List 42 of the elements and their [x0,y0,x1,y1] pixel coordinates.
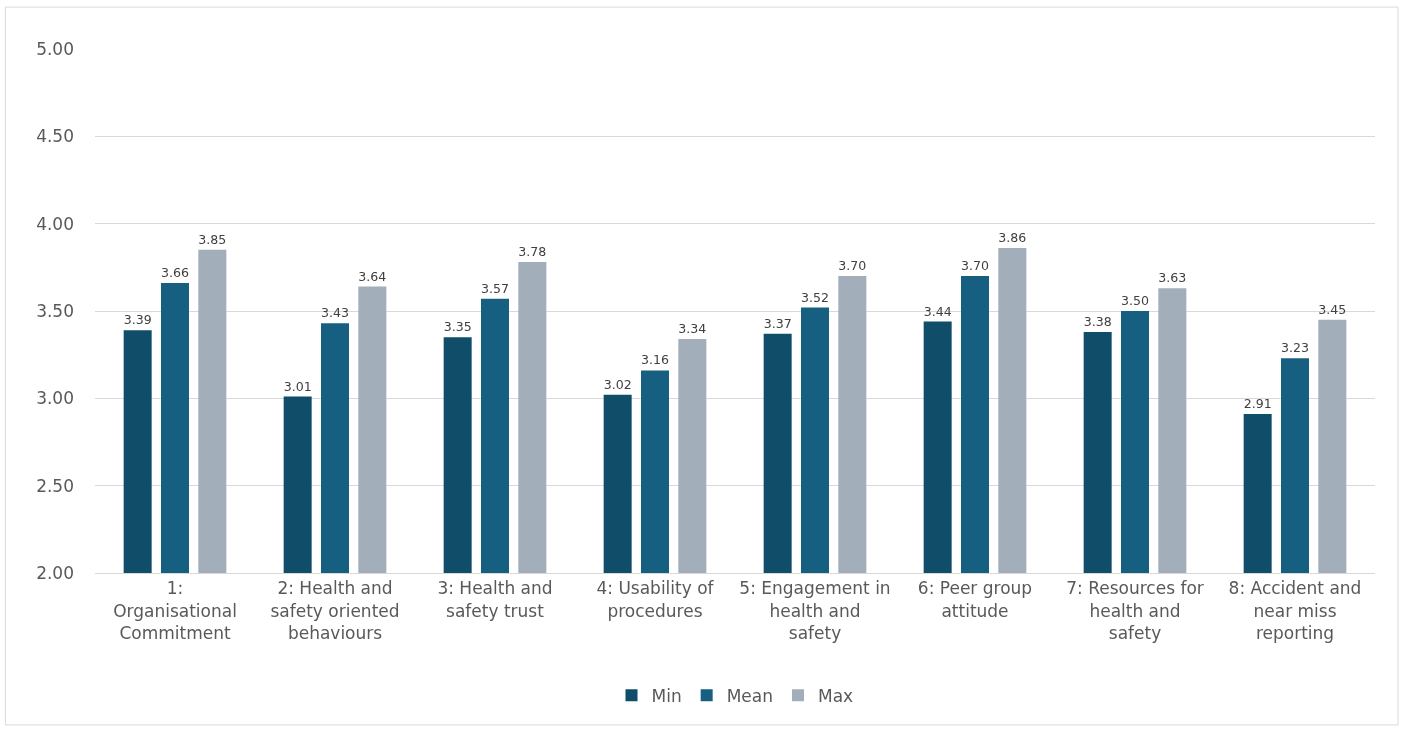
data-label: 3.44 [923,303,952,319]
x-tick-label: 5: Engagement in health and safety [739,578,891,643]
data-label: 3.01 [283,378,312,394]
data-label: 3.16 [641,352,669,368]
data-label: 3.86 [998,230,1027,246]
y-tick-label: 4.00 [36,213,74,234]
data-label: 3.38 [1083,314,1112,329]
data-label: 3.35 [443,319,472,335]
data-label: 3.52 [801,289,829,305]
data-label: 3.57 [481,280,509,296]
x-tick-label: 4: Usability of procedures [596,578,715,621]
data-label: 3.50 [1121,293,1149,309]
x-tick-label: 1: Organisational Commitment [113,578,237,643]
data-label: 3.45 [1318,301,1347,317]
y-tick-label: 3.00 [36,388,74,409]
data-label: 3.78 [518,244,547,260]
legend-label: Mean [726,685,773,706]
data-label: 3.02 [603,376,632,392]
x-tick-label: 6: Peer group attitude [917,578,1033,621]
x-tick-label: 8: Accident and near miss reporting [1228,578,1362,643]
x-tick-label: 2: Health and safety oriented behaviours [270,578,400,643]
data-label: 3.34 [678,320,707,336]
data-label: 3.23 [1281,340,1309,356]
data-label: 3.66 [161,265,189,281]
y-tick-label: 4.50 [36,126,74,147]
data-label: 3.70 [838,258,867,274]
y-tick-label: 3.50 [36,300,74,321]
y-tick-label: 2.50 [36,475,74,496]
data-label: 3.37 [763,315,792,331]
x-tick-label: 7: Resources for health and safety [1066,578,1204,643]
data-label: 3.63 [1158,270,1187,286]
legend-label: Min [651,685,682,706]
data-label: 3.64 [358,268,387,284]
data-label: 3.85 [198,231,227,247]
data-label: 3.70 [961,258,989,274]
data-label: 2.91 [1243,396,1272,412]
legend-label: Max [818,685,854,706]
x-tick-label: 3: Health and safety trust [437,578,553,621]
data-label: 3.43 [321,305,349,321]
y-tick-label: 2.00 [36,562,74,583]
y-tick-label: 5.00 [36,38,74,59]
data-label: 3.39 [123,312,152,328]
